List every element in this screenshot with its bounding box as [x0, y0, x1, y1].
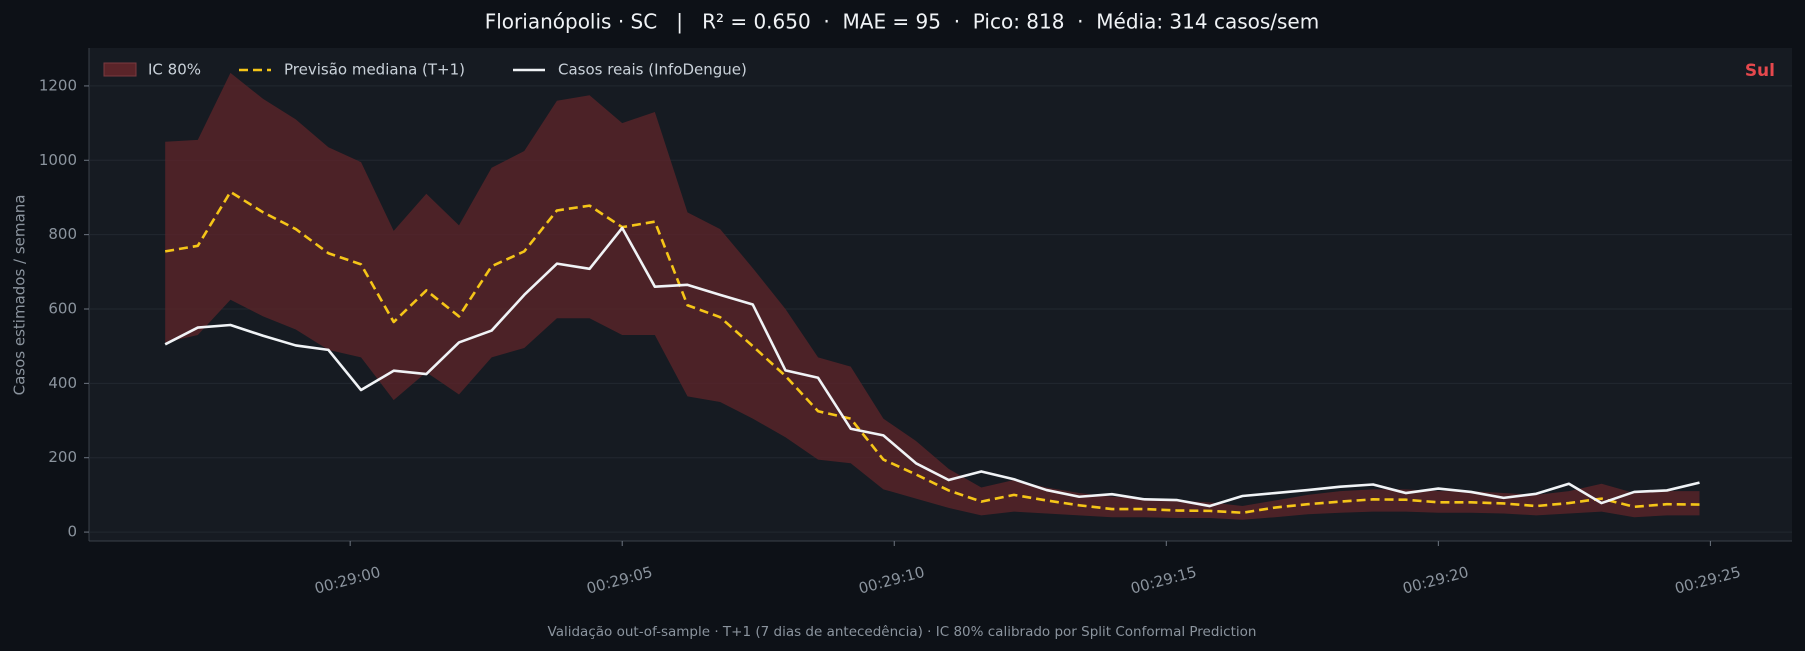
y-tick-label: 400 — [48, 374, 77, 392]
y-tick-label: 1000 — [39, 151, 77, 169]
y-tick-label: 800 — [48, 225, 77, 243]
annotation: Sul — [1745, 61, 1775, 81]
legend-label: Previsão mediana (T+1) — [284, 61, 465, 79]
footer: Validação out-of-sample · T+1 (7 dias de… — [548, 624, 1257, 640]
x-tick-label: 00:29:20 — [1401, 563, 1471, 598]
legend-label: IC 80% — [148, 61, 201, 79]
y-tick-label: 200 — [48, 448, 77, 466]
chart-title: Florianópolis · SC | R² = 0.650 · MAE = … — [485, 10, 1319, 34]
y-tick-label: 600 — [48, 300, 77, 318]
x-tick-label: 00:29:10 — [857, 563, 927, 598]
confidence-band — [165, 72, 1700, 520]
legend-swatch — [103, 62, 137, 77]
y-tick-label: 0 — [67, 523, 77, 541]
y-axis-label: Casos estimados / semana — [11, 195, 29, 396]
legend-label: Casos reais (InfoDengue) — [558, 61, 747, 79]
series-line — [164, 226, 1700, 508]
x-tick-label: 00:29:05 — [585, 563, 655, 598]
x-tick-label: 00:29:00 — [313, 563, 383, 598]
series-line — [164, 190, 1700, 515]
x-tick-label: 00:29:25 — [1673, 563, 1743, 598]
y-tick-label: 1200 — [39, 76, 77, 94]
x-tick-label: 00:29:15 — [1129, 563, 1199, 598]
